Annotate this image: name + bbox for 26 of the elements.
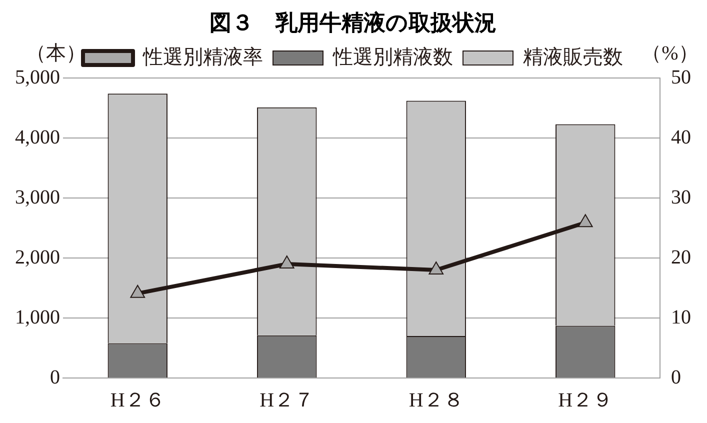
y2-tick-label: 50 <box>671 66 691 88</box>
x-tick-label: H２７ <box>260 389 314 412</box>
chart-title: 図３ 乳用牛精液の取扱状況 <box>208 10 498 38</box>
y2-tick-label: 30 <box>671 186 691 208</box>
x-tick-label: H２８ <box>408 389 464 412</box>
y2-tick-label: 0 <box>671 366 681 388</box>
y-tick-label: 3,000 <box>15 186 60 208</box>
y-tick-label: 4,000 <box>15 126 60 148</box>
point <box>279 256 294 268</box>
legend-label: 精液販売数 <box>523 46 623 68</box>
point <box>130 284 146 298</box>
y-tick-label: 0 <box>50 366 60 388</box>
x-tick-label: H２６ <box>110 389 165 412</box>
y-tick-label: 2,000 <box>15 246 60 268</box>
y2-tick-label: 10 <box>671 306 691 328</box>
x-tick-label: H２９ <box>558 389 613 412</box>
y-tick-label: 5,000 <box>15 66 60 88</box>
point <box>578 214 593 228</box>
y2-axis-title: （%） <box>642 42 698 64</box>
y-tick-label: 1,000 <box>15 306 60 328</box>
y-axis-title: （本） <box>26 42 86 64</box>
y2-tick-label: 40 <box>671 126 691 148</box>
legend-label: 性選別精液率 <box>142 46 263 68</box>
point <box>428 262 444 274</box>
legend-label: 性選別精液数 <box>332 46 453 68</box>
y2-tick-label: 20 <box>671 246 691 268</box>
